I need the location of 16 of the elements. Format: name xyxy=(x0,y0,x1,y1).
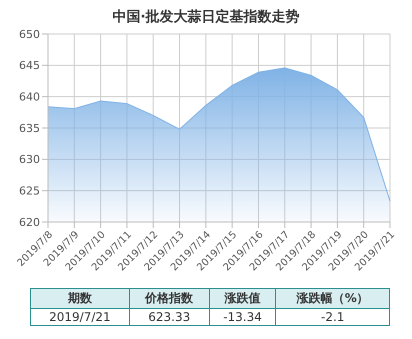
text: 涨跌幅（%） xyxy=(276,288,390,308)
y-tick-label: 650 xyxy=(19,28,40,41)
text: 价格指数 xyxy=(129,288,210,308)
y-tick-label: 620 xyxy=(19,216,40,229)
y-tick-label: 630 xyxy=(19,153,40,166)
text: 623.33 xyxy=(129,308,210,326)
chart-title: 中国·批发大蒜日定基指数走势 xyxy=(111,8,301,27)
text: 期数 xyxy=(30,288,130,308)
y-tick-label: 635 xyxy=(19,122,40,135)
text: 涨跌值 xyxy=(209,288,276,308)
text: 2019/7/21 xyxy=(30,308,130,326)
y-tick-label: 645 xyxy=(19,59,40,72)
y-tick-label: 625 xyxy=(19,184,40,198)
text: -13.34 xyxy=(209,308,276,326)
y-tick-label: 640 xyxy=(19,90,40,104)
text: -2.1 xyxy=(276,308,390,326)
